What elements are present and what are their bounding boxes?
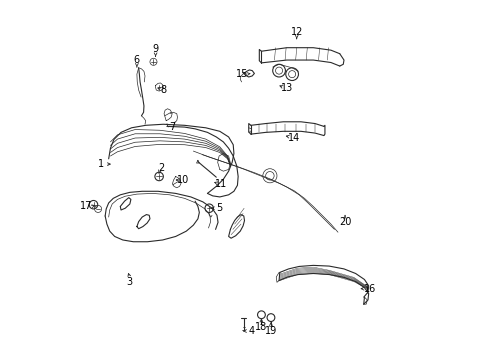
Text: 19: 19 <box>264 326 277 336</box>
Text: 11: 11 <box>215 179 227 189</box>
Text: 5: 5 <box>216 203 223 213</box>
Text: 14: 14 <box>287 133 300 143</box>
Text: 20: 20 <box>338 217 350 227</box>
Text: 4: 4 <box>248 326 254 336</box>
Text: 6: 6 <box>134 55 140 65</box>
Text: 10: 10 <box>176 175 188 185</box>
Text: 12: 12 <box>290 27 302 37</box>
Text: 13: 13 <box>280 83 292 93</box>
Text: 2: 2 <box>158 163 164 173</box>
Text: 8: 8 <box>160 85 166 95</box>
Text: 18: 18 <box>255 323 267 333</box>
Text: 1: 1 <box>97 159 103 169</box>
Text: 17: 17 <box>80 202 92 211</box>
Text: 9: 9 <box>152 45 158 54</box>
Text: 7: 7 <box>169 122 175 132</box>
Text: 3: 3 <box>126 277 133 287</box>
Text: 15: 15 <box>235 69 247 79</box>
Text: 16: 16 <box>363 284 375 294</box>
